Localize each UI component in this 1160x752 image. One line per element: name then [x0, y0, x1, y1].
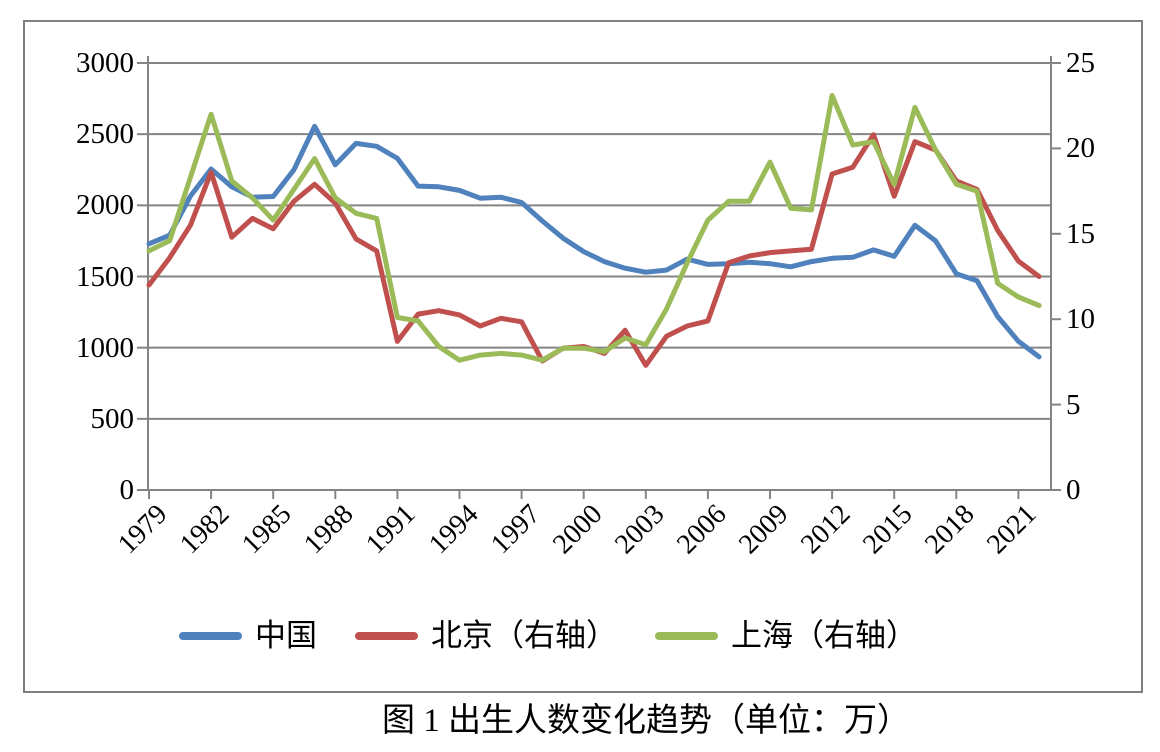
y-axis-right-label: 10 — [1066, 303, 1095, 336]
y-axis-right-label: 5 — [1066, 388, 1081, 421]
legend-swatch-icon — [179, 632, 242, 640]
y-axis-left-label: 500 — [90, 402, 135, 435]
series-line-0 — [146, 123, 1042, 360]
legend-label: 上海（右轴） — [731, 618, 917, 653]
y-axis-left-label: 3000 — [76, 47, 134, 79]
y-axis-left-label: 0 — [119, 474, 135, 506]
chart-outer-border — [23, 20, 1143, 693]
series-line-1 — [146, 132, 1042, 368]
y-axis-left-label: 2000 — [76, 189, 134, 222]
legend-label: 北京（右轴） — [431, 618, 617, 653]
y-axis-left-label: 1500 — [76, 260, 134, 293]
legend-item-1: 北京（右轴） — [355, 618, 617, 654]
y-axis-right-label: 25 — [1066, 47, 1095, 79]
legend-swatch-icon — [655, 632, 718, 640]
figure-caption: 图 1 出生人数变化趋势（单位：万） — [382, 703, 910, 739]
series-line-2 — [146, 93, 1042, 363]
y-axis-right-label: 20 — [1066, 132, 1095, 165]
legend-swatch-icon — [355, 632, 418, 640]
y-axis-right-label: 0 — [1066, 474, 1081, 506]
legend-item-2: 上海（右轴） — [655, 618, 917, 654]
y-axis-left-label: 2500 — [76, 118, 134, 151]
legend-item-0: 中国 — [179, 618, 317, 654]
chart-legend: 中国 北京（右轴） 上海（右轴） — [179, 618, 917, 654]
y-axis-left-label: 1000 — [76, 331, 134, 364]
legend-label: 中国 — [255, 618, 317, 653]
y-axis-right-label: 15 — [1066, 217, 1095, 250]
